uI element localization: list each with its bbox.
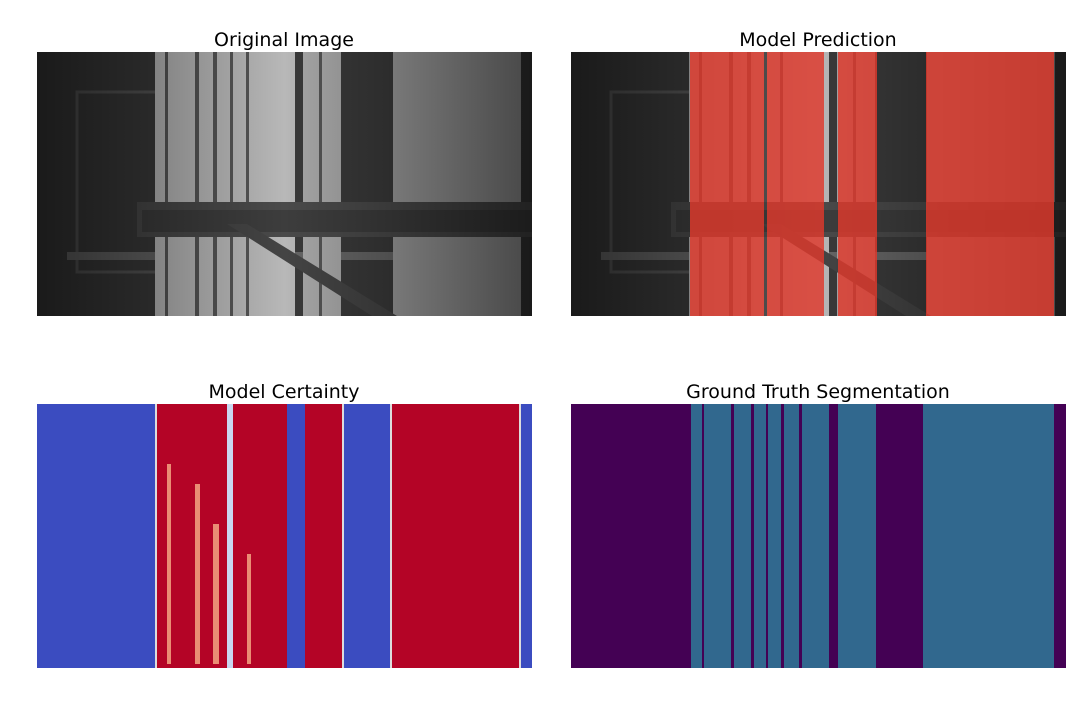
panel-title: Model Prediction: [739, 29, 896, 51]
panel-title: Ground Truth Segmentation: [686, 381, 950, 403]
panel-title: Original Image: [214, 29, 354, 51]
certainty-image: [37, 404, 532, 668]
ground-truth-image: [571, 404, 1066, 668]
original-image: [35, 50, 534, 318]
panel-title: Model Certainty: [209, 381, 360, 403]
prediction-image: [569, 50, 1068, 318]
